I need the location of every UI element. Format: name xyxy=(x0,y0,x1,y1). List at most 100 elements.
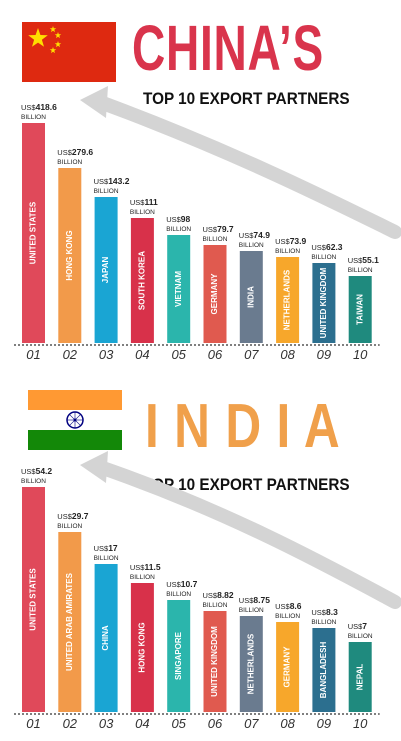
bar xyxy=(239,616,263,712)
rank-label: 02 xyxy=(63,716,78,731)
bar xyxy=(22,123,45,343)
bar-category-label: GERMANY xyxy=(210,273,219,315)
bar-unit-label: BILLION xyxy=(166,226,191,233)
bar-category-label: UNITED STATES xyxy=(29,568,38,631)
bar xyxy=(130,583,154,712)
bar-value-label: US$8.75 xyxy=(239,595,270,605)
bar xyxy=(348,276,372,343)
india-flag-graphic xyxy=(28,390,122,450)
bar-unit-label: BILLION xyxy=(94,555,119,562)
bar-value-label: US$418.6 xyxy=(21,102,57,112)
bar-category-label: SOUTH KOREA xyxy=(138,251,147,310)
bar-unit-label: BILLION xyxy=(130,209,155,216)
bar-category-label: NEPAL xyxy=(355,664,364,691)
india-title: I N D I A xyxy=(145,392,341,461)
bar-category-label: NETHERLANDS xyxy=(283,269,292,330)
rank-label: 05 xyxy=(171,347,186,362)
bar xyxy=(94,197,118,343)
bar xyxy=(58,168,82,343)
china-flag-graphic xyxy=(22,22,116,82)
bar xyxy=(348,642,372,712)
rank-label: 07 xyxy=(244,716,259,731)
bar xyxy=(239,251,263,343)
bar-value-label: US$11.5 xyxy=(130,562,161,572)
rank-label: 03 xyxy=(99,716,114,731)
rank-label: 10 xyxy=(353,347,368,362)
bar-category-label: INDIA xyxy=(246,286,255,308)
bar-category-label: NETHERLANDS xyxy=(246,633,255,694)
india-chart: UNITED STATES US$54.2 BILLION 01 UNITED ARAB… xyxy=(14,451,401,731)
rank-label: 09 xyxy=(317,347,331,362)
india-subtitle: TOP 10 EXPORT PARTNERS xyxy=(143,475,350,494)
bar-category-label: BANGLADESH xyxy=(319,642,328,699)
bar-value-label: US$8.3 xyxy=(311,607,338,617)
bar-unit-label: BILLION xyxy=(311,254,336,261)
bar-unit-label: BILLION xyxy=(275,248,300,255)
rank-label: 04 xyxy=(135,347,149,362)
bar-category-label: HONG KONG xyxy=(138,622,147,672)
bar-unit-label: BILLION xyxy=(57,159,82,166)
bar xyxy=(22,487,45,712)
bar-value-label: US$7 xyxy=(348,621,368,631)
bar-unit-label: BILLION xyxy=(130,574,155,581)
bar-value-label: US$8.6 xyxy=(275,601,302,611)
bar-category-label: JAPAN xyxy=(101,257,110,284)
bar-category-label: TAIWAN xyxy=(355,294,364,325)
bar xyxy=(203,611,227,712)
bar-category-label: GERMANY xyxy=(283,646,292,688)
bar xyxy=(167,235,191,343)
bar xyxy=(203,245,227,343)
china-chart: UNITED STATES US$418.6 BILLION 01 HONG KONG U… xyxy=(14,86,401,362)
rank-label: 10 xyxy=(353,716,368,731)
bar-unit-label: BILLION xyxy=(239,607,264,614)
bar-value-label: US$79.7 xyxy=(203,224,234,234)
bar xyxy=(130,218,154,343)
trend-arrow xyxy=(93,460,401,609)
rank-label: 06 xyxy=(208,716,223,731)
bar-unit-label: BILLION xyxy=(239,242,264,249)
bar-unit-label: BILLION xyxy=(348,633,373,640)
bar-unit-label: BILLION xyxy=(21,478,46,485)
bar xyxy=(312,628,336,712)
rank-label: 06 xyxy=(208,347,223,362)
china-subtitle: TOP 10 EXPORT PARTNERS xyxy=(143,89,350,108)
bar-value-label: US$143.2 xyxy=(94,176,130,186)
bar-category-label: UNITED KINGDOM xyxy=(210,626,219,697)
bar xyxy=(167,600,191,712)
bar xyxy=(312,263,336,343)
bar xyxy=(58,532,82,712)
rank-label: 01 xyxy=(26,716,40,731)
rank-label: 02 xyxy=(63,347,78,362)
bar-value-label: US$73.9 xyxy=(275,236,306,246)
bar xyxy=(276,257,300,343)
bar-value-label: US$29.7 xyxy=(57,511,88,521)
bar-category-label: CHINA xyxy=(101,625,110,651)
bar-category-label: UNITED KINGDOM xyxy=(319,267,328,338)
bar-category-label: HONG KONG xyxy=(65,230,74,280)
bar-unit-label: BILLION xyxy=(203,236,228,243)
bar-unit-label: BILLION xyxy=(94,188,119,195)
trend-arrowhead xyxy=(80,86,108,118)
bar-value-label: US$54.2 xyxy=(21,466,52,476)
rank-label: 08 xyxy=(280,347,295,362)
bar-category-label: UNITED ARAB AMIRATES xyxy=(65,572,74,671)
rank-label: 09 xyxy=(317,716,331,731)
bar-unit-label: BILLION xyxy=(348,267,373,274)
bar-unit-label: BILLION xyxy=(21,114,46,121)
bar-value-label: US$98 xyxy=(166,214,190,224)
bar-unit-label: BILLION xyxy=(203,602,228,609)
bar-value-label: US$62.3 xyxy=(311,242,342,252)
trend-arrow xyxy=(93,95,401,239)
rank-label: 01 xyxy=(26,347,40,362)
bar-unit-label: BILLION xyxy=(166,591,191,598)
bar-value-label: US$111 xyxy=(130,197,158,207)
bar xyxy=(94,564,118,712)
rank-label: 07 xyxy=(244,347,259,362)
bar-category-label: VIETNAM xyxy=(174,271,183,307)
china-flag xyxy=(22,22,116,82)
bar-value-label: US$74.9 xyxy=(239,230,270,240)
bar-unit-label: BILLION xyxy=(311,619,336,626)
china-panel: CHINA’S TOP 10 EXPORT PARTNERS UNITED ST… xyxy=(14,12,401,362)
bar-value-label: US$10.7 xyxy=(166,579,197,589)
china-title: CHINA’S xyxy=(132,12,324,84)
